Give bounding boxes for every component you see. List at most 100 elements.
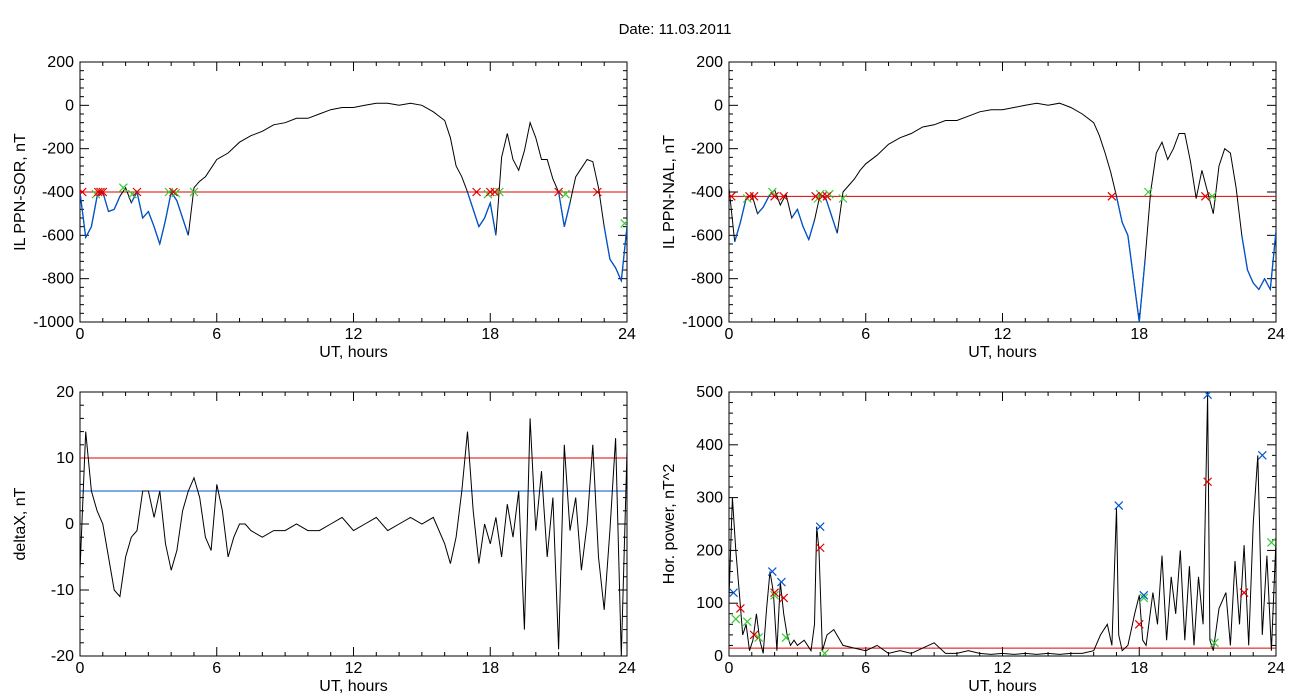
below-threshold-segment <box>1115 196 1123 223</box>
marker-green <box>742 617 752 627</box>
marker-red <box>98 187 108 197</box>
below-threshold-segment <box>1127 235 1135 279</box>
below-threshold-segment <box>85 226 92 238</box>
y-tick-label: -1000 <box>33 314 74 331</box>
marker-green <box>1267 538 1276 547</box>
marker-blue <box>729 588 738 598</box>
below-threshold-segment <box>791 208 798 219</box>
below-threshold-segment <box>1264 278 1271 290</box>
below-threshold-segment <box>483 202 491 219</box>
x-tick-label: 6 <box>861 660 870 677</box>
marker-red <box>1239 588 1249 598</box>
marker-red <box>490 187 500 197</box>
y-tick-label: -1000 <box>682 314 723 331</box>
below-threshold-segment <box>466 191 474 210</box>
below-threshold-segment <box>762 196 770 208</box>
x-tick-label: 0 <box>725 660 734 677</box>
marker-red <box>749 191 759 201</box>
marker-red <box>1107 191 1117 201</box>
series-line <box>729 102 1276 322</box>
y-axis-title: IL PPN-SOR, nT <box>12 133 29 251</box>
marker-red <box>735 604 745 613</box>
plot-area <box>729 392 1276 656</box>
marker-green <box>189 187 199 197</box>
below-threshold-segment <box>563 202 571 227</box>
plot-area <box>729 102 1276 322</box>
below-threshold-segment <box>90 196 98 227</box>
x-tick-label: 18 <box>481 660 499 677</box>
marker-blue <box>767 567 777 576</box>
marker-red <box>779 593 789 603</box>
series-line <box>80 418 627 656</box>
x-tick-label: 18 <box>481 326 499 343</box>
marker-red <box>779 191 789 201</box>
figure-title: Date: 11.03.2011 <box>619 21 732 38</box>
below-threshold-segment <box>142 211 149 219</box>
panel-il-ppn-sor: 0 6 12 18 24 200 0 -200 -400 -600 -800 -1000 UT, hou… <box>12 54 636 361</box>
below-threshold-segment <box>796 209 804 227</box>
marker-green <box>1207 191 1217 201</box>
panel-hor-power: 0 6 12 18 24 0 100 200 300 400 500 UT, hours Hor. po… <box>661 384 1285 695</box>
y-tick-label: -400 <box>691 184 723 201</box>
plot-area <box>80 418 627 656</box>
marker-red <box>96 187 105 197</box>
below-threshold-segment <box>620 226 627 281</box>
below-threshold-segment <box>164 191 172 221</box>
marker-green <box>561 189 570 199</box>
below-threshold-segment <box>1121 222 1129 236</box>
y-tick-label: 0 <box>714 648 723 665</box>
x-tick-label: 12 <box>345 660 363 677</box>
marker-blue <box>1203 392 1213 400</box>
marker-green <box>1210 638 1219 648</box>
marker-green <box>127 189 137 199</box>
y-tick-label: -200 <box>42 141 74 158</box>
marker-red <box>729 191 736 201</box>
x-tick-label: 18 <box>1130 660 1148 677</box>
marker-green <box>1143 187 1153 197</box>
marker-red <box>770 191 780 201</box>
below-threshold-segment <box>757 206 764 215</box>
below-threshold-segment <box>1138 261 1146 322</box>
below-threshold-segment <box>176 200 184 219</box>
x-tick-label: 24 <box>618 660 636 677</box>
x-tick-label: 0 <box>76 660 85 677</box>
below-threshold-segment <box>1246 269 1254 284</box>
x-tick-label: 6 <box>212 660 221 677</box>
below-threshold-segment <box>130 191 138 204</box>
x-tick-label: 12 <box>994 660 1012 677</box>
below-threshold-segment <box>802 226 810 240</box>
below-threshold-segment <box>1252 282 1260 290</box>
y-axis-title: deltaX, nT <box>12 487 29 560</box>
below-threshold-segment <box>1132 278 1140 322</box>
below-threshold-segment <box>147 211 155 227</box>
below-threshold-segment <box>1269 230 1276 290</box>
x-axis-title: UT, hours <box>319 678 387 695</box>
below-threshold-segment <box>734 222 742 243</box>
marker-green <box>620 218 627 228</box>
y-axis-title: IL PPN-NAL, nT <box>661 135 678 249</box>
panel-il-ppn-nal: 0 6 12 18 24 200 0 -200 -400 -600 -800 -1000 UT, hou… <box>661 54 1285 361</box>
below-threshold-segment <box>739 198 747 223</box>
marker-blue <box>1257 450 1267 460</box>
x-axis-title: UT, hours <box>968 678 1036 695</box>
marker-green <box>731 614 741 624</box>
marker-red <box>815 543 825 553</box>
below-threshold-segment <box>108 208 115 213</box>
marker-red <box>770 588 780 598</box>
marker-green <box>838 194 848 203</box>
marker-green <box>1139 593 1149 603</box>
y-tick-label: 100 <box>696 595 723 612</box>
y-tick-label: 0 <box>65 516 74 533</box>
below-threshold-segment <box>609 258 617 269</box>
below-threshold-segment <box>1241 235 1249 271</box>
marker-red <box>554 187 564 197</box>
x-tick-label: 24 <box>1267 326 1285 343</box>
x-tick-label: 0 <box>725 326 734 343</box>
y-tick-label: -800 <box>42 271 74 288</box>
x-tick-label: 12 <box>994 326 1012 343</box>
marker-red <box>1203 477 1213 487</box>
below-threshold-segment <box>557 191 565 227</box>
x-tick-label: 12 <box>345 326 363 343</box>
marker-red <box>169 187 178 197</box>
